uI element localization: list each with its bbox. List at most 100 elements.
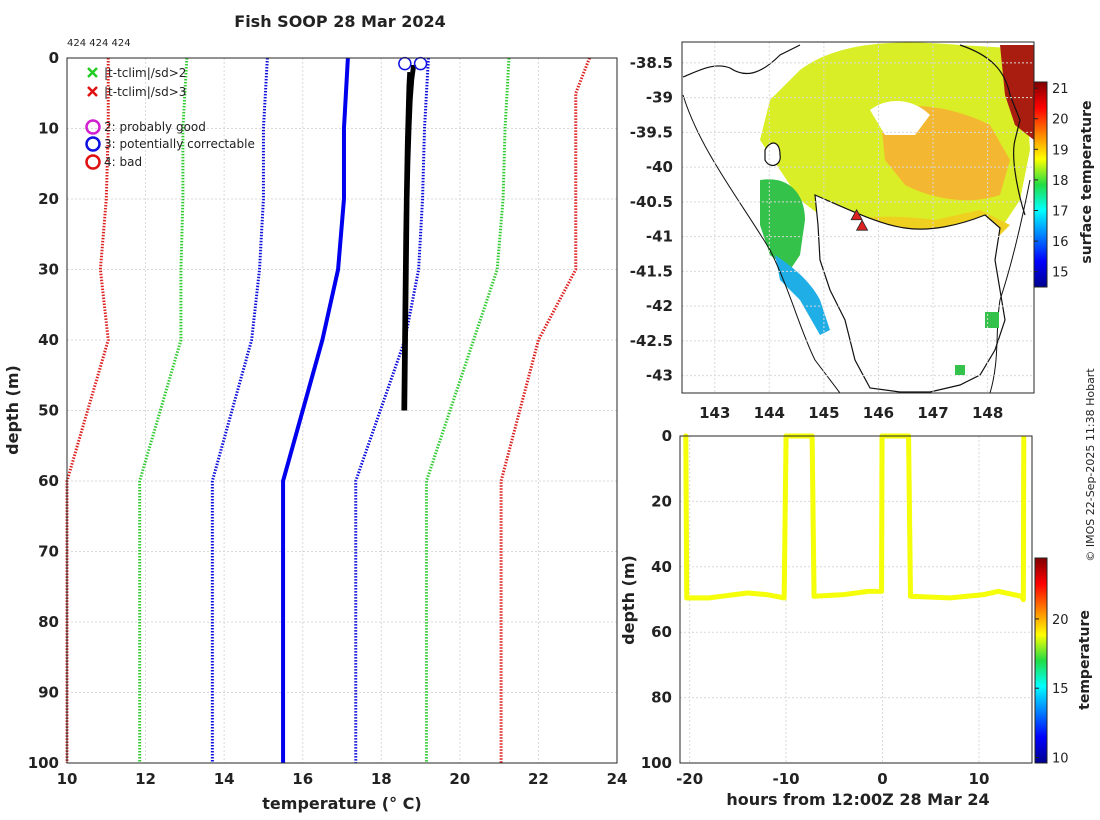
sst-field-east-coast: [985, 312, 999, 328]
profile-x-tick-6: 22: [528, 770, 549, 788]
map-grid: [682, 42, 1034, 393]
td-y-tick-5: 100: [641, 754, 672, 772]
map-y-tick-7: -42: [646, 297, 673, 315]
profile-frame: [66, 57, 618, 764]
profile-y-tick-3: 30: [38, 261, 59, 279]
time-depth-colorbar-label: temperature: [1077, 610, 1093, 710]
profile-series-line-2: [354, 57, 430, 763]
td-y-tick-1: 20: [651, 492, 672, 510]
profile-x-label: temperature (° C): [262, 794, 421, 813]
profile-y-tick-7: 70: [38, 543, 59, 561]
profile-series-line-6: [499, 57, 591, 763]
td-y-tick-0: 0: [662, 427, 672, 445]
profile-y-tick-2: 20: [38, 190, 59, 208]
time-depth-colorbar: [1034, 557, 1048, 764]
profile-observed-casts: [401, 64, 417, 411]
time-depth-colorbar-ticks: 10 15 20: [1035, 613, 1069, 766]
profile-y-tick-9: 90: [38, 684, 59, 702]
map-marker-0: [850, 208, 863, 221]
map-colorbar-tick-2: 17: [1052, 205, 1069, 220]
map-x-tick-2: 145: [808, 404, 839, 422]
profile-y-tick-1: 10: [38, 120, 59, 138]
coastline-tasmania: [814, 194, 1006, 393]
legend-marker-4: [85, 154, 101, 170]
map-y-tick-0: -38.5: [630, 54, 673, 72]
td-point-648: [1021, 435, 1027, 441]
map-colorbar-tick-0: 15: [1052, 266, 1069, 281]
map-y-tick-4: -40.5: [630, 193, 673, 211]
map-x-ticks: 143 144 145 146 147 148: [699, 404, 1003, 422]
profile-x-tick-3: 16: [292, 770, 313, 788]
profile-series-line-0: [281, 57, 350, 763]
map-y-tick-2: -39.5: [630, 123, 673, 141]
time-depth-y-ticks: 0 20 40 60 80 100: [641, 427, 672, 772]
td-y-tick-3: 60: [651, 623, 672, 641]
map-y-ticks: -38.5 -39 -39.5 -40 -40.5 -41 -41.5 -42 -42.5 -43: [630, 54, 673, 385]
td-x-tick-2: 0: [877, 770, 887, 788]
legend-label-2: 2: probably good: [104, 120, 206, 134]
profile-series-line-4: [424, 57, 511, 763]
map-markers: [850, 208, 869, 231]
legend-marker-3: [85, 136, 101, 152]
td-x-tick-1: -10: [773, 770, 800, 788]
profile-y-tick-8: 80: [38, 613, 59, 631]
map-y-tick-5: -41: [646, 228, 673, 246]
map-colorbar-tick-4: 19: [1052, 143, 1069, 158]
legend-label-3: 3: potentially correctable: [104, 137, 255, 151]
legend-label-1: |t-tclim|/sd>3: [104, 85, 186, 99]
map-x-tick-4: 147: [917, 404, 948, 422]
legend-marker-1: [87, 86, 98, 97]
profile-chart: 10 12 14 16 18 20 22 24 0102030405060708090100 …: [3, 49, 627, 813]
time-depth-y-label: depth (m): [619, 555, 638, 645]
td-y-tick-4: 80: [651, 689, 672, 707]
profile-x-tick-4: 18: [371, 770, 392, 788]
profile-x-tick-7: 24: [607, 770, 628, 788]
td-colorbar-tick-0: 10: [1052, 751, 1069, 766]
sst-field-hot: [1000, 45, 1034, 140]
profile-x-tick-0: 10: [57, 770, 78, 788]
map-y-tick-3: -40: [646, 158, 673, 176]
map-colorbar-tick-3: 18: [1052, 174, 1069, 189]
time-depth-frame: [679, 435, 1033, 764]
legend-marker-0: [87, 67, 98, 78]
map-colorbar-tick-5: 20: [1052, 113, 1069, 128]
sample-ids-label: 424 424 424: [67, 38, 131, 49]
profile-series-line-3: [138, 57, 189, 763]
cloud-gap: [870, 100, 930, 135]
profile-y-tick-10: 100: [28, 754, 59, 772]
coastline-king-island: [764, 142, 781, 167]
td-x-tick-0: -20: [676, 770, 703, 788]
map-x-tick-1: 144: [754, 404, 785, 422]
time-depth-points: [683, 433, 1027, 603]
profile-y-tick-6: 60: [38, 472, 59, 490]
coastline-mainland: [682, 44, 1026, 216]
td-colorbar-tick-2: 20: [1052, 613, 1069, 628]
map-x-tick-3: 146: [863, 404, 894, 422]
land-victoria: [683, 45, 800, 75]
td-y-tick-2: 40: [651, 558, 672, 576]
copyright-label: © IMOS 22-Sep-2025 11:38 Hobart: [1084, 368, 1097, 562]
profile-x-tick-2: 14: [214, 770, 235, 788]
shelf-contour-east: [989, 179, 1031, 393]
map-marker-1: [855, 219, 869, 231]
profile-y-tick-4: 40: [38, 331, 59, 349]
time-depth-chart: -20 -10 0 10 0 20 40 60 80 100 hours from 12:00Z…: [619, 427, 1093, 809]
map-x-tick-5: 148: [972, 404, 1003, 422]
time-depth-x-label: hours from 12:00Z 28 Mar 24: [726, 790, 989, 809]
figure-title: Fish SOOP 28 Mar 2024: [234, 12, 445, 31]
profile-qc-flag-0: [398, 56, 412, 71]
td-colorbar-tick-1: 15: [1052, 682, 1069, 697]
profile-series: [65, 57, 591, 763]
map-y-tick-1: -39: [646, 89, 673, 107]
legend-label-0: |t-tclim|/sd>2: [104, 66, 186, 80]
profile-x-tick-5: 20: [449, 770, 470, 788]
td-x-tick-3: 10: [969, 770, 990, 788]
shelf-contour-west: [682, 94, 841, 393]
legend-label-4: 4: bad: [104, 155, 142, 169]
map-y-tick-8: -42.5: [630, 332, 673, 350]
profile-observed-cast-2: [401, 72, 411, 411]
map-colorbar-tick-6: 21: [1052, 82, 1069, 97]
profile-y-ticks: 0 10 20 30 40 50 60 70 80 90 100: [28, 49, 59, 772]
profile-y-tick-5: 50: [38, 402, 59, 420]
